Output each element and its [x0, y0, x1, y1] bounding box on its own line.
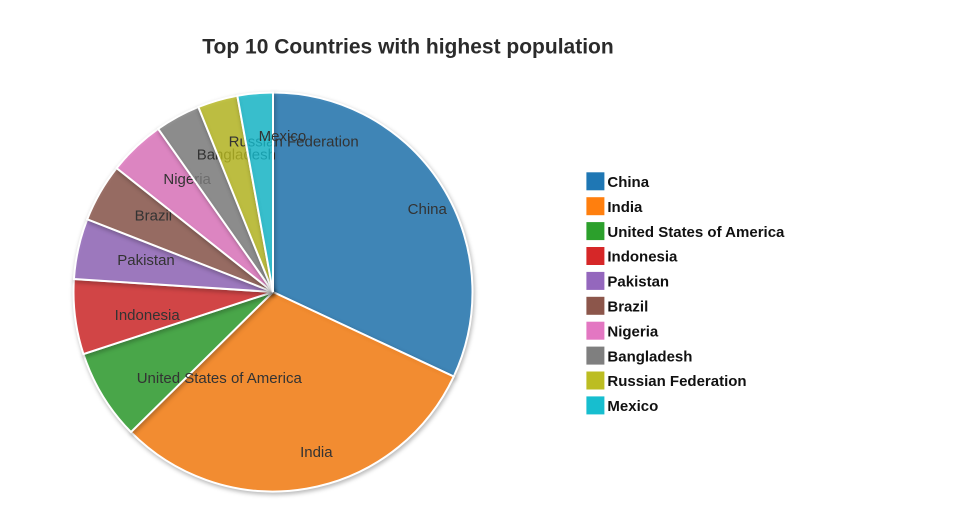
svg-text:Pakistan: Pakistan: [117, 252, 175, 269]
svg-text:Brazil: Brazil: [135, 207, 173, 224]
svg-text:India: India: [300, 444, 333, 461]
svg-text:Nigeria: Nigeria: [607, 323, 659, 340]
svg-text:Indonesia: Indonesia: [607, 249, 678, 266]
svg-text:India: India: [607, 199, 643, 216]
svg-text:Brazil: Brazil: [607, 299, 648, 316]
svg-text:Top 10 Countries with highest: Top 10 Countries with highest population: [202, 35, 613, 58]
svg-text:United States of America: United States of America: [607, 224, 785, 241]
svg-text:Indonesia: Indonesia: [115, 307, 181, 324]
svg-text:Russian Federation: Russian Federation: [607, 373, 746, 390]
svg-text:Pakistan: Pakistan: [607, 274, 669, 291]
svg-text:United States of America: United States of America: [137, 370, 303, 387]
svg-text:Bangladesh: Bangladesh: [607, 348, 692, 365]
svg-text:China: China: [408, 201, 448, 218]
svg-text:Mexico: Mexico: [259, 128, 307, 145]
svg-text:Mexico: Mexico: [607, 398, 658, 415]
svg-text:China: China: [607, 174, 649, 191]
